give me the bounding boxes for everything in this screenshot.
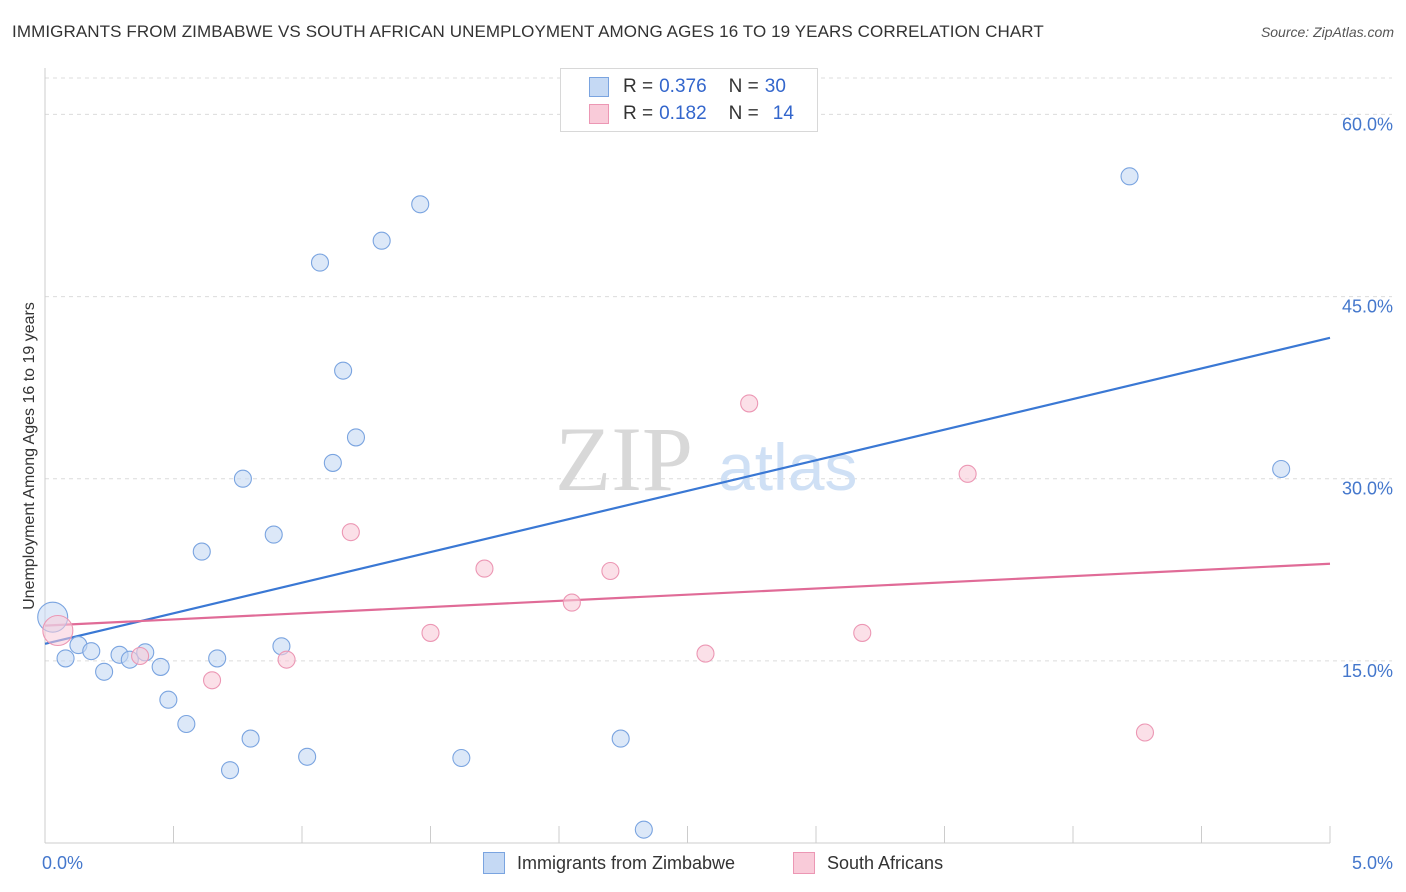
legend-r-value: 0.182 — [659, 103, 707, 124]
trendline-blue — [44, 336, 1331, 645]
data-point-blue — [310, 253, 330, 272]
x-tick-label-min: 0.0% — [42, 853, 83, 873]
data-point-pink — [562, 593, 581, 612]
x-tick-label-max: 5.0% — [1352, 853, 1393, 873]
data-point-blue — [323, 453, 342, 472]
watermark-zip: ZIP — [555, 408, 693, 510]
data-point-pink — [131, 646, 150, 666]
data-point-blue — [298, 747, 317, 766]
axes — [44, 68, 1331, 844]
tick-labels: 15.0% 30.0% 45.0% 60.0% 0.0% 5.0% — [42, 114, 1393, 873]
y-tick-label: 60.0% — [1342, 114, 1393, 134]
data-point-blue — [95, 662, 114, 681]
data-point-pink — [601, 561, 620, 581]
data-point-blue — [1272, 459, 1291, 479]
data-point-blue — [334, 361, 353, 380]
data-point-blue — [634, 820, 653, 839]
data-point-blue — [192, 542, 211, 561]
data-point-blue — [452, 748, 471, 768]
data-point-pink — [421, 623, 440, 642]
bottom-legend-swatch-pink — [793, 852, 815, 874]
data-point-pink — [203, 671, 222, 690]
data-point-pink — [740, 394, 759, 413]
legend-n-value: 30 — [764, 76, 786, 97]
bottom-legend-swatch-blue — [483, 852, 505, 874]
data-point-blue — [159, 690, 178, 709]
data-point-pink — [475, 559, 494, 578]
data-point-blue — [56, 649, 75, 668]
trendlines — [44, 336, 1331, 645]
data-point-pink — [277, 650, 296, 669]
y-tick-label: 15.0% — [1342, 661, 1393, 681]
legend-swatch-pink — [589, 104, 609, 124]
gridlines — [45, 77, 1392, 662]
bottom-legend: Immigrants from Zimbabwe South Africans — [0, 852, 1406, 878]
source-credit: Source: ZipAtlas.com — [1260, 24, 1394, 40]
legend-swatch-blue — [589, 77, 609, 97]
bottom-legend-label: Immigrants from Zimbabwe — [517, 852, 736, 873]
data-point-blue — [1120, 167, 1139, 186]
data-point-pink — [1135, 723, 1155, 742]
legend-row-south-africans: R = 0.182 N = 14 — [589, 101, 794, 127]
y-tick-label: 30.0% — [1342, 479, 1393, 499]
bottom-legend-label: South Africans — [827, 852, 944, 873]
data-point-pink — [958, 464, 977, 483]
legend-n-label: N = — [728, 76, 759, 97]
legend-n-label: N = — [728, 103, 759, 124]
legend: R = 0.376 N = 30 R = 0.182 N = 14 — [560, 68, 818, 132]
legend-r-value: 0.376 — [659, 76, 707, 97]
legend-r-label: R = — [623, 103, 654, 124]
data-point-pink — [696, 644, 715, 663]
data-point-blue — [411, 195, 430, 214]
data-point-pink — [853, 623, 872, 642]
data-point-pink — [341, 523, 360, 542]
data-point-blue — [208, 649, 227, 668]
data-point-blue — [264, 525, 283, 544]
data-point-blue — [177, 714, 196, 734]
watermark: ZIP atlas — [555, 408, 857, 510]
legend-r-label: R = — [623, 76, 654, 97]
chart-title: IMMIGRANTS FROM ZIMBABWE VS SOUTH AFRICA… — [12, 22, 1044, 41]
data-point-blue — [346, 428, 366, 447]
bottom-legend-zimbabwe: Immigrants from Zimbabwe — [483, 852, 735, 874]
data-point-blue — [241, 729, 260, 748]
data-point-pink — [42, 614, 74, 647]
y-tick-label: 45.0% — [1342, 297, 1393, 317]
data-point-blue — [220, 761, 240, 780]
legend-n-value: 14 — [772, 103, 794, 124]
data-point-blue — [611, 729, 630, 748]
data-point-blue — [372, 231, 391, 250]
data-points — [37, 167, 1291, 839]
data-point-blue — [151, 657, 170, 676]
trendline-pink — [44, 562, 1331, 627]
data-point-blue — [82, 642, 101, 661]
data-point-blue — [233, 469, 252, 488]
bottom-legend-south-africans: South Africans — [793, 852, 943, 874]
legend-row-zimbabwe: R = 0.376 N = 30 — [589, 74, 786, 100]
